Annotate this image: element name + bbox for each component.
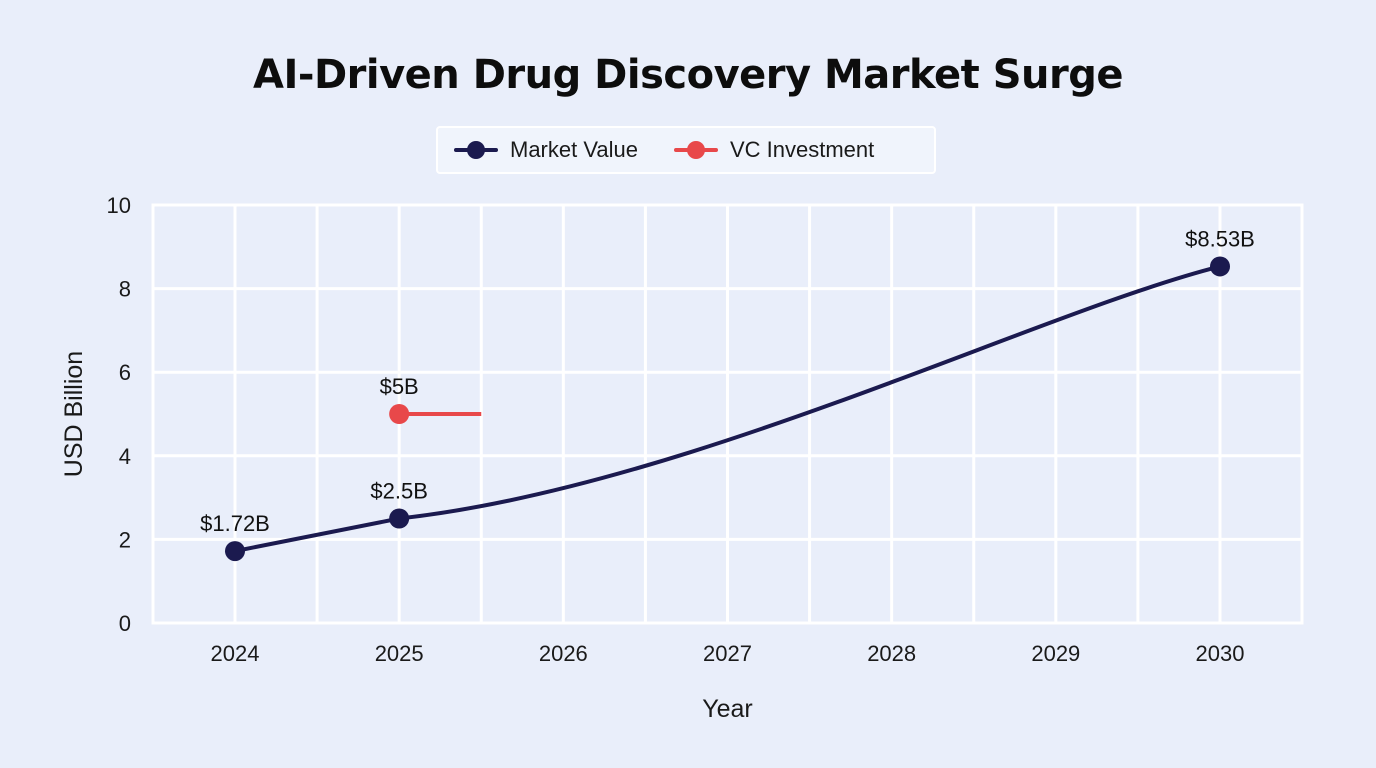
legend-swatch-vc-investment [672, 140, 720, 160]
x-tick-label: 2027 [703, 641, 752, 666]
data-label-market-value: $2.5B [370, 479, 428, 504]
x-tick-label: 2024 [211, 641, 260, 666]
y-tick-label: 6 [119, 360, 131, 385]
data-point-market-value [225, 541, 245, 562]
legend-label-vc-investment: VC Investment [729, 137, 875, 162]
y-tick-label: 4 [119, 444, 131, 469]
y-tick-label: 0 [119, 611, 131, 636]
x-axis-title: Year [702, 695, 753, 723]
legend-item-market-value: Market Value [452, 137, 638, 163]
data-label-market-value: $1.72B [200, 511, 270, 536]
x-tick-label: 2028 [867, 641, 916, 666]
y-tick-label: 10 [107, 193, 131, 218]
x-tick-label: 2025 [375, 641, 424, 666]
legend-swatch-market-value [452, 140, 500, 160]
chart-title: AI-Driven Drug Discovery Market Surge [253, 52, 1124, 98]
data-label-market-value: $8.53B [1185, 226, 1255, 251]
series-line-market-value [233, 264, 1222, 554]
legend-label-market-value: Market Value [510, 137, 638, 162]
data-point-vc-investment [389, 404, 410, 424]
y-tick-label: 8 [119, 277, 131, 302]
data-point-market-value [389, 508, 410, 529]
plot-frame [151, 203, 1304, 625]
x-tick-label: 2026 [539, 641, 588, 666]
y-tick-label: 2 [119, 527, 131, 552]
x-tick-label: 2030 [1196, 641, 1245, 666]
y-axis-title: USD Billion [60, 351, 88, 477]
data-label-vc-investment: $5B [380, 374, 419, 399]
x-tick-label: 2029 [1031, 641, 1080, 666]
legend-item-vc-investment: VC Investment [672, 137, 874, 163]
chart-legend: Market Value VC Investment [436, 126, 936, 174]
data-point-market-value [1210, 256, 1230, 277]
